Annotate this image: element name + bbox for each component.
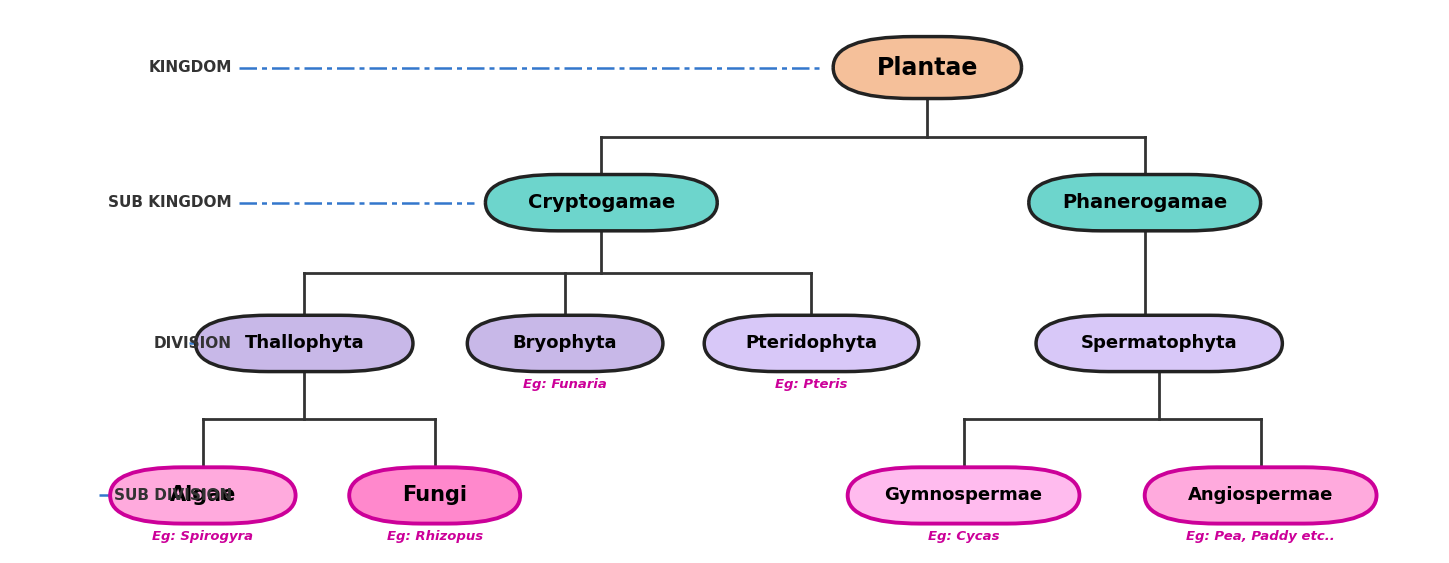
Text: Eg: Rhizopus: Eg: Rhizopus [387,530,483,543]
Text: DIVISION: DIVISION [154,336,232,351]
Text: Cryptogamae: Cryptogamae [527,193,675,212]
FancyBboxPatch shape [1029,175,1261,231]
Text: KINGDOM: KINGDOM [148,60,232,75]
Text: Bryophyta: Bryophyta [513,334,617,352]
Text: Eg: Pea, Paddy etc..: Eg: Pea, Paddy etc.. [1187,530,1335,543]
FancyBboxPatch shape [110,467,296,524]
Text: SUB KINGDOM: SUB KINGDOM [109,195,232,210]
Text: Gymnospermae: Gymnospermae [884,486,1043,504]
FancyBboxPatch shape [704,315,919,372]
FancyBboxPatch shape [349,467,520,524]
Text: Phanerogamae: Phanerogamae [1062,193,1227,212]
FancyBboxPatch shape [485,175,717,231]
FancyBboxPatch shape [196,315,413,372]
Text: Eg: Spirogyra: Eg: Spirogyra [152,530,254,543]
Text: SUB DIVISION: SUB DIVISION [113,488,232,503]
Text: Thallophyta: Thallophyta [245,334,364,352]
FancyBboxPatch shape [1145,467,1377,524]
Text: Eg: Pteris: Eg: Pteris [775,378,848,391]
FancyBboxPatch shape [848,467,1080,524]
Text: Eg: Cycas: Eg: Cycas [927,530,1000,543]
Text: Algae: Algae [170,485,236,506]
Text: Plantae: Plantae [877,56,978,79]
FancyBboxPatch shape [1036,315,1282,372]
FancyBboxPatch shape [833,37,1022,99]
Text: Spermatophyta: Spermatophyta [1081,334,1237,352]
Text: Angiospermae: Angiospermae [1188,486,1333,504]
Text: Fungi: Fungi [403,485,467,506]
FancyBboxPatch shape [467,315,664,372]
Text: Eg: Funaria: Eg: Funaria [523,378,607,391]
Text: Pteridophyta: Pteridophyta [745,334,878,352]
